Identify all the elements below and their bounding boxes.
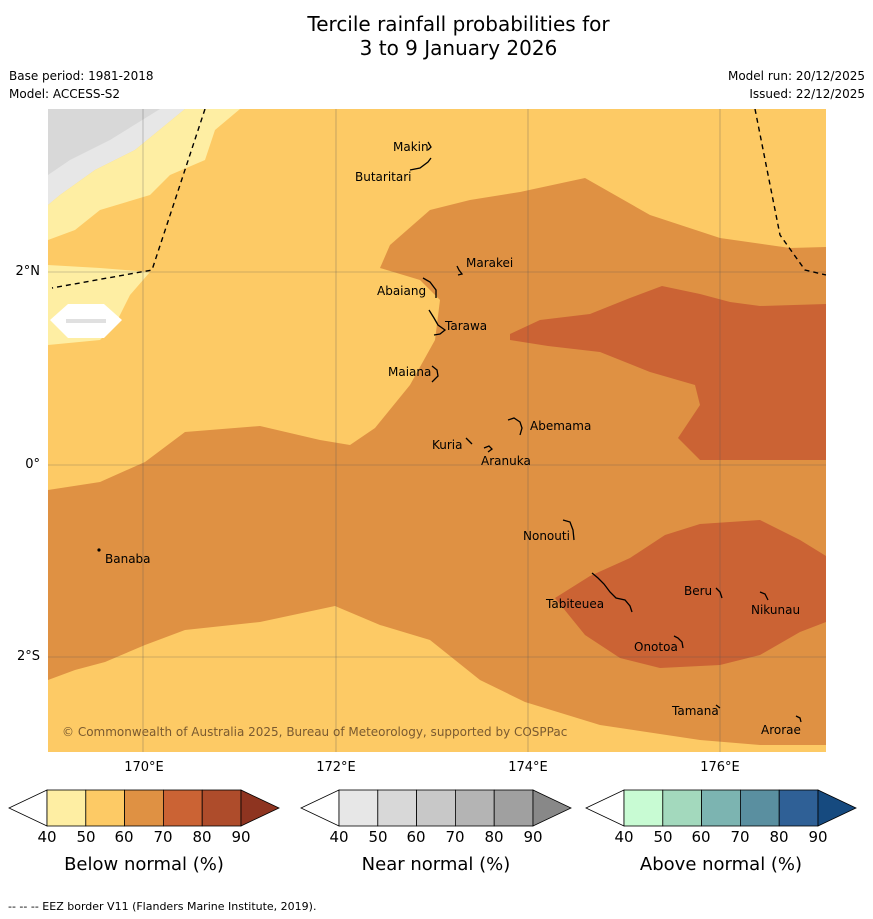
place-label: Tabiteuea bbox=[545, 597, 604, 611]
meta-left: Base period: 1981-2018 Model: ACCESS-S2 bbox=[9, 67, 154, 103]
tick-label: 90 bbox=[231, 828, 251, 846]
lon-label: 176°E bbox=[700, 760, 740, 775]
colorbar-segment bbox=[739, 789, 780, 827]
eez-footnote: -- -- -- EEZ border V11 (Flanders Marine… bbox=[8, 900, 317, 913]
place-label: Maiana bbox=[388, 365, 431, 379]
lat-label: 2°N bbox=[15, 264, 41, 279]
colorbar-segment bbox=[416, 789, 456, 827]
tick-label: 50 bbox=[368, 828, 388, 846]
place-label: Tamana bbox=[671, 704, 719, 718]
place-label: Nikunau bbox=[751, 603, 800, 617]
tick-label: 50 bbox=[76, 828, 96, 846]
eez-border bbox=[51, 109, 826, 289]
colorbar-segment bbox=[338, 789, 379, 827]
region-below-80-90-southeast bbox=[555, 520, 826, 668]
tick-label: 80 bbox=[192, 828, 212, 846]
map-title: Tercile rainfall probabilities for 3 to … bbox=[0, 12, 873, 60]
colorbar-segment bbox=[124, 789, 164, 827]
colorbar-segment bbox=[493, 789, 534, 827]
place-label: Abaiang bbox=[377, 284, 426, 298]
colorbar-near-title: Near normal (%) bbox=[361, 854, 511, 875]
region-near-normal-inner bbox=[48, 109, 160, 175]
graticule bbox=[48, 109, 826, 752]
tick-label: 80 bbox=[769, 828, 789, 846]
colorbar-extend-low bbox=[300, 789, 340, 827]
lon-label: 174°E bbox=[508, 760, 548, 775]
colorbar-extend-low bbox=[585, 789, 625, 827]
colorbar-segment bbox=[46, 789, 87, 827]
tick-label: 90 bbox=[808, 828, 828, 846]
tick-label: 70 bbox=[153, 828, 173, 846]
tick-label: 70 bbox=[730, 828, 750, 846]
colorbar-segment bbox=[85, 789, 126, 827]
colorbar-segment bbox=[454, 789, 495, 827]
colorbar-above-title: Above normal (%) bbox=[639, 854, 803, 875]
colorbar-extend-high bbox=[532, 789, 572, 827]
colorbar-segment bbox=[162, 789, 203, 827]
colorbar-segment bbox=[662, 789, 703, 827]
region-below-50-60-top bbox=[48, 109, 240, 240]
place-label: Banaba bbox=[105, 552, 151, 566]
colorbar-segment bbox=[623, 789, 664, 827]
title-line-2: 3 to 9 January 2026 bbox=[359, 36, 558, 60]
colorbar-near bbox=[300, 789, 572, 827]
base-period: Base period: 1981-2018 bbox=[9, 69, 154, 83]
place-label: Nonouti bbox=[523, 529, 570, 543]
model-name: Model: ACCESS-S2 bbox=[9, 87, 121, 101]
region-below-60-70-south bbox=[48, 606, 826, 752]
colorbar-extend-high bbox=[817, 789, 857, 827]
place-label: Marakei bbox=[466, 256, 513, 270]
tick-label: 40 bbox=[614, 828, 634, 846]
place-label: Tarawa bbox=[444, 319, 487, 333]
colorbar-segment bbox=[201, 789, 242, 827]
colorbar-segment bbox=[701, 789, 741, 827]
colorbar-below-title: Below normal (%) bbox=[64, 854, 224, 875]
tick-label: 90 bbox=[523, 828, 543, 846]
lat-label: 2°S bbox=[16, 649, 40, 664]
lat-label: 0° bbox=[25, 457, 40, 472]
colorbar-segment bbox=[778, 789, 819, 827]
lon-label: 170°E bbox=[124, 760, 164, 775]
copyright-text: © Commonwealth of Australia 2025, Bureau… bbox=[62, 725, 567, 739]
tick-label: 80 bbox=[484, 828, 504, 846]
tick-label: 40 bbox=[329, 828, 349, 846]
map-area: Makin Butaritari Marakei Abaiang Tarawa … bbox=[48, 109, 826, 752]
tick-label: 70 bbox=[445, 828, 465, 846]
place-label: Aranuka bbox=[481, 454, 531, 468]
colorbar-extend-high bbox=[240, 789, 280, 827]
place-label: Butaritari bbox=[355, 170, 412, 184]
colorbar-below bbox=[8, 789, 280, 827]
tick-label: 60 bbox=[691, 828, 711, 846]
title-line-1: Tercile rainfall probabilities for bbox=[307, 12, 610, 36]
tick-label: 40 bbox=[37, 828, 57, 846]
tick-label: 60 bbox=[114, 828, 134, 846]
place-labels: Makin Butaritari Marakei Abaiang Tarawa … bbox=[105, 140, 801, 737]
place-label: Onotoa bbox=[634, 640, 678, 654]
region-below-80-90-east bbox=[510, 286, 826, 460]
place-label: Makin bbox=[393, 140, 429, 154]
islands bbox=[97, 141, 802, 723]
colorbar-segment bbox=[377, 789, 418, 827]
colorbar-extend-low bbox=[8, 789, 48, 827]
lon-label: 172°E bbox=[316, 760, 356, 775]
meta-right: Model run: 20/12/2025 Issued: 22/12/2025 bbox=[728, 67, 865, 103]
tick-label: 50 bbox=[653, 828, 673, 846]
place-label: Abemama bbox=[530, 419, 591, 433]
issued-date: Issued: 22/12/2025 bbox=[749, 87, 865, 101]
place-label: Beru bbox=[684, 584, 712, 598]
tick-label: 60 bbox=[406, 828, 426, 846]
model-run: Model run: 20/12/2025 bbox=[727, 69, 865, 83]
place-label: Arorae bbox=[761, 723, 801, 737]
colorbar-above bbox=[585, 789, 857, 827]
place-label: Kuria bbox=[432, 438, 463, 452]
